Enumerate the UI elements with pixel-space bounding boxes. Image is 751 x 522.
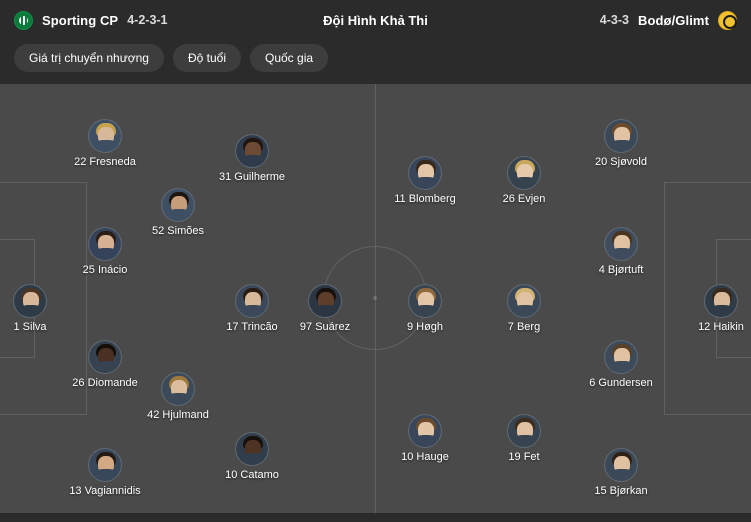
player-name-label: 6 Gundersen: [589, 377, 653, 389]
player-card[interactable]: 12 Haikin: [678, 284, 751, 334]
player-card[interactable]: 26 Evjen: [481, 156, 567, 206]
bodo-glimt-crest-icon: [718, 10, 737, 30]
player-name-label: 13 Vagiannidis: [69, 485, 141, 497]
filter-chip-bar: Giá trị chuyển nhượng Độ tuổi Quốc gia: [0, 40, 751, 84]
player-name-label: 9 Høgh: [406, 321, 444, 333]
player-name-label: 22 Fresneda: [74, 156, 136, 168]
player-card[interactable]: 9 Høgh: [382, 284, 468, 334]
sporting-cp-crest-icon: [14, 10, 33, 30]
player-name-label: 12 Haikin: [698, 321, 744, 333]
player-avatar: [161, 188, 195, 222]
centre-spot: [373, 296, 377, 300]
chip-age[interactable]: Độ tuổi: [172, 44, 241, 72]
player-avatar: [88, 340, 122, 374]
player-avatar: [308, 284, 342, 318]
player-name-label: 4 Bjørtuft: [598, 264, 644, 276]
left-penalty-area: [0, 182, 87, 415]
player-card[interactable]: 22 Fresneda: [62, 119, 148, 169]
player-name-label: 19 Fet: [508, 451, 540, 463]
player-avatar: [88, 227, 122, 261]
player-card[interactable]: 4 Bjørtuft: [578, 227, 664, 277]
player-avatar: [507, 156, 541, 190]
player-avatar: [507, 414, 541, 448]
player-card[interactable]: 20 Sjøvold: [578, 119, 664, 169]
player-name-label: 26 Diomande: [72, 377, 138, 389]
player-card[interactable]: 17 Trincão: [209, 284, 295, 334]
player-avatar: [161, 372, 195, 406]
away-team-name: Bodø/Glimt: [637, 12, 709, 28]
player-name-label: 42 Hjulmand: [147, 409, 209, 421]
player-card[interactable]: 31 Guilherme: [209, 134, 295, 184]
home-formation: 4-2-3-1: [127, 13, 168, 27]
player-name-label: 11 Blomberg: [394, 193, 456, 205]
player-card[interactable]: 15 Bjørkan: [578, 448, 664, 498]
player-card[interactable]: 97 Suárez: [282, 284, 368, 334]
player-avatar: [604, 119, 638, 153]
player-avatar: [235, 432, 269, 466]
player-avatar: [88, 119, 122, 153]
player-avatar: [507, 284, 541, 318]
player-card[interactable]: 25 Inácio: [62, 227, 148, 277]
player-avatar: [704, 284, 738, 318]
chip-market-value[interactable]: Giá trị chuyển nhượng: [14, 44, 164, 72]
home-team-name: Sporting CP: [42, 12, 119, 28]
player-avatar: [13, 284, 47, 318]
right-penalty-area: [664, 182, 751, 415]
player-avatar: [604, 227, 638, 261]
player-name-label: 17 Trincão: [226, 321, 278, 333]
player-name-label: 26 Evjen: [502, 193, 546, 205]
player-card[interactable]: 13 Vagiannidis: [62, 448, 148, 498]
player-avatar: [408, 414, 442, 448]
player-name-label: 25 Inácio: [82, 264, 128, 276]
player-name-label: 15 Bjørkan: [594, 485, 648, 497]
player-avatar: [88, 448, 122, 482]
player-name-label: 1 Silva: [13, 321, 47, 333]
player-card[interactable]: 7 Berg: [481, 284, 567, 334]
chip-nationality[interactable]: Quốc gia: [250, 44, 329, 72]
player-name-label: 10 Hauge: [401, 451, 449, 463]
player-card[interactable]: 1 Silva: [0, 284, 73, 334]
player-card[interactable]: 26 Diomande: [62, 340, 148, 390]
player-avatar: [604, 448, 638, 482]
pitch: 22 Fresneda 31 Guilherme 52 Simões 25 Ináci…: [0, 84, 751, 513]
player-name-label: 52 Simões: [152, 225, 204, 237]
match-header: Sporting CP 4-2-3-1 Đội Hình Khả Thi 4-3…: [0, 0, 751, 40]
player-card[interactable]: 19 Fet: [481, 414, 567, 464]
away-formation: 4-3-3: [599, 13, 629, 27]
player-name-label: 31 Guilherme: [218, 171, 286, 183]
player-avatar: [408, 284, 442, 318]
player-avatar: [604, 340, 638, 374]
player-name-label: 10 Catamo: [225, 469, 279, 481]
home-team-block[interactable]: Sporting CP 4-2-3-1: [14, 10, 168, 30]
player-avatar: [408, 156, 442, 190]
player-card[interactable]: 42 Hjulmand: [135, 372, 221, 422]
player-name-label: 97 Suárez: [299, 321, 351, 333]
player-name-label: 7 Berg: [507, 321, 541, 333]
player-card[interactable]: 10 Hauge: [382, 414, 468, 464]
player-avatar: [235, 284, 269, 318]
player-avatar: [235, 134, 269, 168]
player-card[interactable]: 6 Gundersen: [578, 340, 664, 390]
player-card[interactable]: 52 Simões: [135, 188, 221, 238]
player-card[interactable]: 11 Blomberg: [382, 156, 468, 206]
player-card[interactable]: 10 Catamo: [209, 432, 295, 482]
player-name-label: 20 Sjøvold: [595, 156, 647, 168]
away-team-block[interactable]: 4-3-3 Bodø/Glimt: [599, 10, 737, 30]
